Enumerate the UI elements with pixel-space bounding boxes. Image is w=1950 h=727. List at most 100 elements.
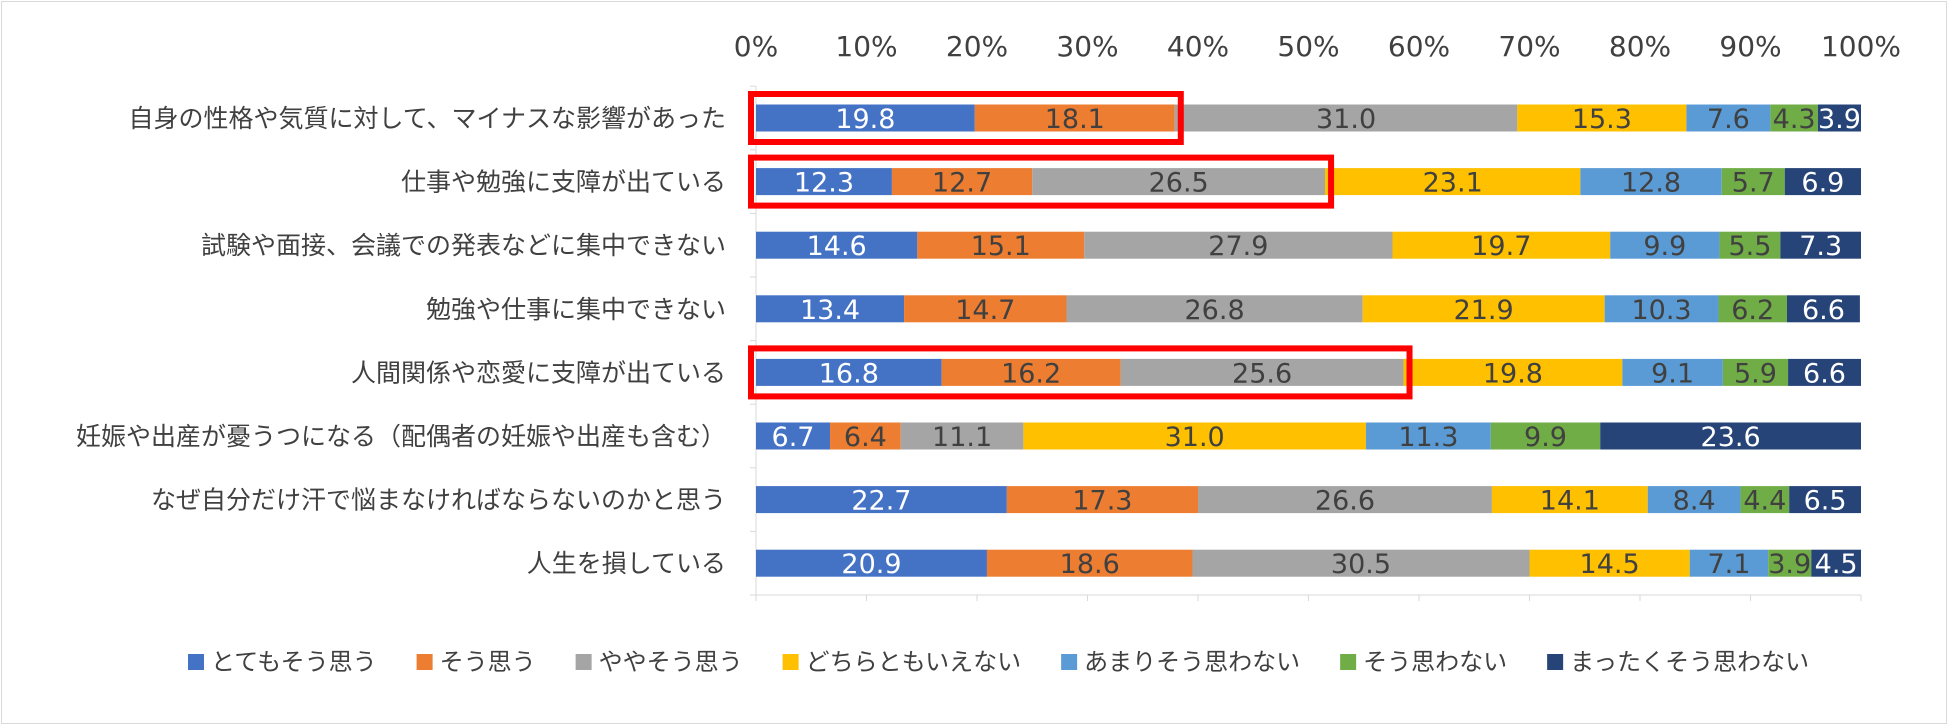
legend-swatch <box>575 654 592 670</box>
bar-segment <box>1719 231 1781 259</box>
bar-segment <box>1740 486 1790 514</box>
bar-segment <box>1722 358 1789 386</box>
category-label: 勉強や仕事に集中できない <box>426 295 726 324</box>
bar-segment <box>1622 358 1723 386</box>
data-label: 18.6 <box>1060 549 1120 580</box>
bar-segment <box>1192 549 1530 577</box>
data-label: 15.3 <box>1572 104 1632 135</box>
bar-segment <box>1403 358 1623 386</box>
data-label: 4.4 <box>1743 486 1786 517</box>
data-label: 31.0 <box>1316 104 1376 135</box>
bar-segment <box>1392 231 1611 259</box>
data-label: 9.9 <box>1643 231 1686 262</box>
data-label: 14.7 <box>955 295 1015 326</box>
data-label: 12.7 <box>932 168 992 199</box>
bar-segment <box>974 104 1175 132</box>
data-label: 26.5 <box>1149 168 1209 199</box>
bar-segment <box>1580 168 1722 196</box>
bar-segment <box>1362 295 1605 323</box>
bar-segment <box>1780 231 1861 259</box>
bar-segment <box>1023 422 1366 450</box>
bar-segment <box>1786 295 1860 323</box>
data-label: 14.5 <box>1580 549 1640 580</box>
bar-segment <box>904 295 1067 323</box>
bar-segment <box>1174 104 1518 132</box>
bar-segment <box>1610 231 1720 259</box>
legend-label: どちらともいえない <box>806 648 1022 676</box>
legend-swatch <box>782 654 799 670</box>
bar-segment <box>1600 422 1861 450</box>
data-label: 3.9 <box>1818 104 1861 135</box>
category-label: 仕事や勉強に支障が出ている <box>401 168 726 197</box>
data-label: 12.8 <box>1621 168 1681 199</box>
highlight-layer <box>748 91 1413 400</box>
x-tick-label: 10% <box>835 30 897 63</box>
data-label: 6.7 <box>772 422 815 453</box>
data-label: 12.3 <box>794 168 854 199</box>
bar-segment <box>756 231 918 259</box>
legend-swatch <box>1061 654 1078 670</box>
bar-segment <box>1784 168 1861 196</box>
data-label: 6.9 <box>1801 168 1844 199</box>
data-label: 14.6 <box>807 231 867 262</box>
bar-segment <box>756 168 892 196</box>
bar-segment <box>1770 104 1818 132</box>
data-label: 4.5 <box>1815 549 1858 580</box>
data-label: 26.8 <box>1185 295 1245 326</box>
legend: とてもそう思う そう思う ややそう思う どちらともいえない あまりそう思わない そう思わな… <box>188 648 1809 676</box>
legend-label: とてもそう思う <box>211 648 377 676</box>
data-label: 5.5 <box>1728 231 1771 262</box>
category-label: 人生を損している <box>527 549 726 578</box>
legend-swatch <box>1340 654 1357 670</box>
data-label: 22.7 <box>851 486 911 517</box>
bar-segment <box>1066 295 1363 323</box>
x-tick-label: 0% <box>734 30 778 63</box>
legend-label: まったくそう思わない <box>1570 648 1809 676</box>
category-label: なぜ自分だけ汗で悩まなければならないのかと思う <box>151 486 726 515</box>
x-tick-label: 30% <box>1056 30 1118 63</box>
bar-segment <box>756 358 942 386</box>
bar-segment <box>830 422 901 450</box>
category-label: 人間関係や恋愛に支障が出ている <box>351 358 726 387</box>
data-label: 27.9 <box>1208 231 1268 262</box>
x-tick-label: 100% <box>1821 30 1901 63</box>
bar-segment <box>1490 422 1601 450</box>
data-label: 10.3 <box>1631 295 1691 326</box>
x-tick-label: 20% <box>946 30 1008 63</box>
bar-segment <box>1006 486 1198 514</box>
bar-segment <box>1789 486 1861 514</box>
x-tick-label: 50% <box>1277 30 1339 63</box>
category-label: 妊娠や出産が憂うつになる（配偶者の妊娠や出産も含む） <box>76 422 726 451</box>
data-label: 26.6 <box>1315 486 1375 517</box>
bar-segment <box>1718 295 1787 323</box>
bar-segment <box>1788 358 1861 386</box>
x-tick-label: 40% <box>1167 30 1229 63</box>
legend-swatch <box>188 654 204 670</box>
axis-layer: 0% 10% 20% 30% 40% 50% 60% 70% 80% 90% 100% 自身の性格や気… <box>76 30 1901 601</box>
data-label: 7.1 <box>1707 549 1750 580</box>
bar-segment <box>1817 104 1861 132</box>
bar-segment <box>756 549 987 577</box>
data-label: 5.7 <box>1732 168 1775 199</box>
bar-segment <box>1517 104 1687 132</box>
legend-swatch <box>1547 654 1564 670</box>
bar-segment <box>917 231 1085 259</box>
data-label: 14.1 <box>1540 486 1600 517</box>
bar-segment <box>1689 549 1769 577</box>
bar-segment <box>1604 295 1719 323</box>
data-label: 25.6 <box>1232 358 1292 389</box>
bar-segment <box>986 549 1193 577</box>
data-label: 11.1 <box>932 422 992 453</box>
data-label: 5.9 <box>1734 358 1777 389</box>
data-label: 21.9 <box>1454 295 1514 326</box>
highlight-box <box>748 345 1413 400</box>
bar-segment <box>1686 104 1771 132</box>
bar-segment <box>1325 168 1581 196</box>
bar-segment <box>756 295 905 323</box>
legend-label: そう思う <box>440 648 536 676</box>
x-tick-label: 80% <box>1609 30 1671 63</box>
legend-swatch <box>416 654 433 670</box>
category-label: 自身の性格や気質に対して、マイナスな影響があった <box>128 104 726 133</box>
data-label: 18.1 <box>1045 104 1105 135</box>
